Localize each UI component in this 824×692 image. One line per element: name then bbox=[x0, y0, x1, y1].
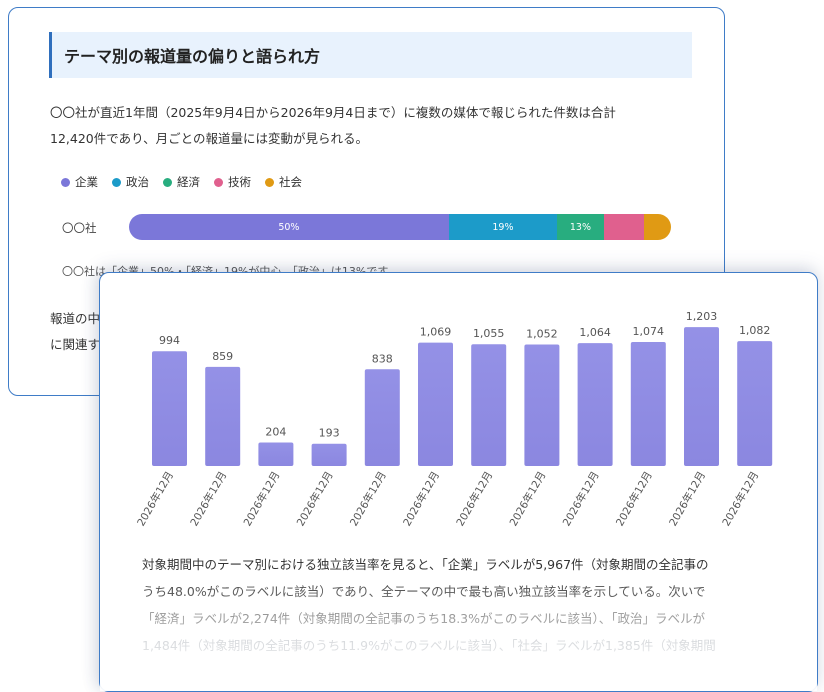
stacked-segment: 13% bbox=[557, 214, 604, 240]
x-tick-label: 2026年12月 bbox=[241, 469, 283, 528]
legend-item: 技術 bbox=[214, 174, 251, 190]
analysis-line-4: 1,484件（対象期間の全記事のうち11.9%がこのラベルに該当）、「社会」ラベ… bbox=[142, 638, 716, 653]
legend-item: 社会 bbox=[265, 174, 302, 190]
bar-value-label: 1,203 bbox=[686, 310, 718, 323]
chart-bar bbox=[684, 327, 719, 466]
legend-dot-icon bbox=[61, 177, 70, 187]
legend-label: 社会 bbox=[279, 175, 302, 189]
x-tick-label: 2026年12月 bbox=[134, 469, 176, 528]
bar-value-label: 838 bbox=[372, 352, 393, 365]
bar-value-label: 1,064 bbox=[579, 326, 611, 339]
legend-item: 企業 bbox=[61, 174, 98, 190]
stacked-segment: 50% bbox=[129, 214, 449, 240]
stacked-bar-row-label: 〇〇社 bbox=[62, 221, 97, 235]
bar-value-label: 994 bbox=[159, 334, 180, 347]
x-tick-label: 2026年12月 bbox=[347, 469, 389, 528]
analysis-line-2: うち48.0%がこのラベルに該当）であり、全テーマの中で最も高い独立該当率を示し… bbox=[142, 584, 706, 599]
analysis-line-3: 「経済」ラベルが2,274件（対象期間の全記事のうち18.3%がこのラベルに該当… bbox=[142, 611, 705, 626]
bar-value-label: 1,082 bbox=[739, 324, 771, 337]
chart-bar bbox=[311, 443, 347, 466]
intro-line-1: 〇〇社が直近1年間（2025年9月4日から2026年9月4日まで）に複数の媒体で… bbox=[50, 105, 616, 120]
section-title: テーマ別の報道量の偏りと語られ方 bbox=[49, 32, 692, 78]
bar-value-label: 1,052 bbox=[526, 328, 558, 341]
stacked-bar: 50% 19% 13% bbox=[129, 214, 671, 240]
bar-value-label: 859 bbox=[212, 350, 233, 363]
legend-item: 政治 bbox=[112, 174, 149, 190]
intro-line-2: 12,420件であり、月ごとの報道量には変動が見られる。 bbox=[50, 131, 368, 146]
analysis-paragraph: 対象期間中のテーマ別における独立該当率を見ると、「企業」ラベルが5,967件（対… bbox=[142, 551, 782, 659]
stacked-segment: 19% bbox=[448, 214, 558, 240]
legend-dot-icon bbox=[265, 177, 274, 187]
chart-bar bbox=[577, 343, 613, 466]
chart-bar bbox=[737, 341, 773, 466]
bar-value-label: 193 bbox=[319, 427, 340, 440]
legend-label: 企業 bbox=[75, 175, 98, 189]
legend-dot-icon bbox=[214, 177, 223, 187]
analysis-line-1: 対象期間中のテーマ別における独立該当率を見ると、「企業」ラベルが5,967件（対… bbox=[142, 557, 709, 572]
chart-bar bbox=[471, 344, 507, 466]
legend: 企業 政治 経済 技術 社会 bbox=[61, 174, 302, 190]
chart-bar bbox=[152, 351, 187, 466]
chart-bar bbox=[418, 342, 453, 466]
monthly-volume-card: 994 2026年12月 859 2026年12月 204 2026年12月 193 2026… bbox=[99, 272, 818, 692]
x-tick-label: 2026年12月 bbox=[507, 469, 549, 528]
monthly-bar-chart: 994 2026年12月 859 2026年12月 204 2026年12月 193 2026… bbox=[134, 310, 773, 528]
x-tick-label: 2026年12月 bbox=[613, 469, 655, 528]
bar-value-label: 204 bbox=[265, 425, 286, 438]
legend-label: 政治 bbox=[126, 175, 149, 189]
legend-item: 経済 bbox=[163, 174, 200, 190]
bar-value-label: 1,055 bbox=[473, 327, 505, 340]
stacked-segment bbox=[643, 214, 671, 240]
chart-bar bbox=[364, 369, 400, 466]
intro-paragraph: 〇〇社が直近1年間（2025年9月4日から2026年9月4日まで）に複数の媒体で… bbox=[50, 100, 700, 152]
chart-bar bbox=[205, 366, 241, 466]
back-line-2: に関連す bbox=[50, 337, 101, 352]
stacked-segment bbox=[603, 214, 644, 240]
legend-dot-icon bbox=[112, 177, 121, 187]
x-tick-label: 2026年12月 bbox=[560, 469, 602, 528]
legend-label: 技術 bbox=[228, 175, 251, 189]
back-line-1: 報道の中 bbox=[50, 311, 101, 326]
chart-bar bbox=[524, 344, 560, 466]
x-tick-label: 2026年12月 bbox=[400, 469, 442, 528]
x-tick-label: 2026年12月 bbox=[453, 469, 495, 528]
chart-bar bbox=[258, 442, 294, 466]
back-paragraph: 報道の中 に関連す bbox=[50, 306, 100, 358]
x-tick-label: 2026年12月 bbox=[294, 469, 336, 528]
legend-label: 経済 bbox=[177, 175, 200, 189]
legend-dot-icon bbox=[163, 177, 172, 187]
x-tick-label: 2026年12月 bbox=[719, 469, 761, 528]
chart-bar bbox=[630, 342, 666, 466]
bar-value-label: 1,074 bbox=[633, 325, 665, 338]
x-tick-label: 2026年12月 bbox=[666, 469, 708, 528]
x-tick-label: 2026年12月 bbox=[187, 469, 229, 528]
bar-value-label: 1,069 bbox=[420, 326, 452, 339]
